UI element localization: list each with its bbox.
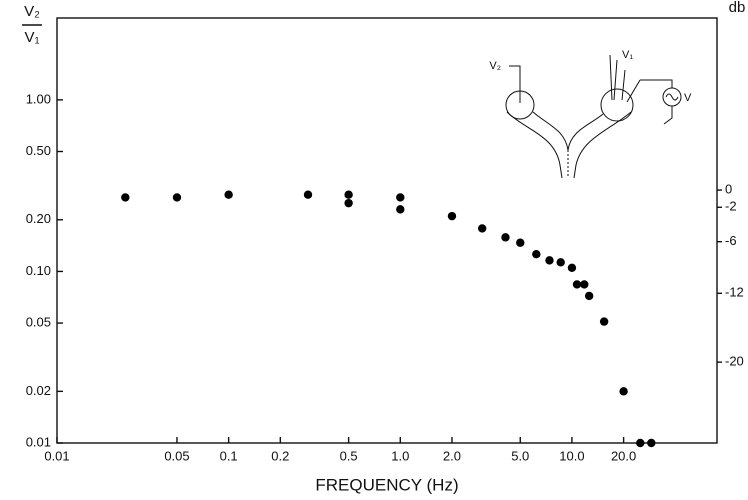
stems [506, 111, 632, 179]
y-tick-label: 0.01 [26, 434, 51, 449]
annotation: V [684, 92, 692, 104]
y2-tick-label: -12 [725, 285, 744, 300]
point [396, 205, 405, 214]
plot-frame [56, 17, 718, 444]
y-tick-label: 1.00 [26, 91, 51, 106]
x-tick-label: 10.0 [559, 448, 584, 463]
source [662, 87, 682, 107]
point [344, 190, 353, 199]
x-tick-label: 0.5 [340, 448, 358, 463]
annotation: V₂ [489, 60, 501, 72]
y2-tick-label: -20 [725, 354, 744, 369]
point [447, 211, 457, 221]
x-tick-label: 20.0 [611, 448, 636, 463]
point [121, 193, 130, 202]
x-tick-label: 2.0 [443, 448, 461, 463]
point [599, 317, 609, 326]
point [636, 438, 645, 448]
y2-tick-label: -2 [725, 199, 737, 214]
sine [665, 93, 679, 101]
point [584, 291, 594, 301]
point [224, 190, 233, 199]
x-label: FREQUENCY (Hz) [315, 475, 458, 494]
y-label-numerator: V₂ [24, 3, 40, 20]
x-tick-label: 0.01 [44, 448, 69, 463]
inset-diagram: V₂ V₁ V [489, 49, 692, 179]
point [172, 193, 182, 202]
point [477, 224, 487, 233]
point [303, 190, 313, 199]
y2-tick-label: -6 [725, 233, 737, 248]
y-tick-label: 0.02 [26, 383, 51, 398]
y-tick-label: 0.50 [26, 143, 51, 158]
y2-tick-label: 0 [725, 182, 732, 197]
y2-label: db [729, 0, 746, 16]
point [344, 198, 353, 208]
x-tick-label: 0.1 [220, 448, 238, 463]
point [501, 233, 510, 242]
point [647, 438, 656, 448]
right-bulb [600, 88, 634, 122]
point [532, 250, 541, 259]
point [396, 193, 405, 202]
x-tick-label: 0.2 [271, 448, 289, 463]
y-tick-label: 0.20 [26, 211, 51, 226]
x-tick-label: 0.05 [164, 448, 189, 463]
annotation: V₁ [622, 49, 633, 61]
x-tick-label: 1.0 [391, 448, 409, 463]
y-label-denominator: V₁ [24, 29, 39, 46]
electrodes [509, 54, 673, 125]
x-tick-label: 5.0 [511, 448, 529, 463]
y-tick-label: 0.10 [26, 263, 51, 278]
point [619, 387, 628, 396]
point [545, 256, 554, 265]
point [567, 263, 577, 272]
y-tick-label: 0.05 [26, 315, 51, 330]
point [580, 280, 589, 289]
point [556, 258, 565, 267]
point [516, 238, 525, 247]
point [572, 280, 582, 289]
